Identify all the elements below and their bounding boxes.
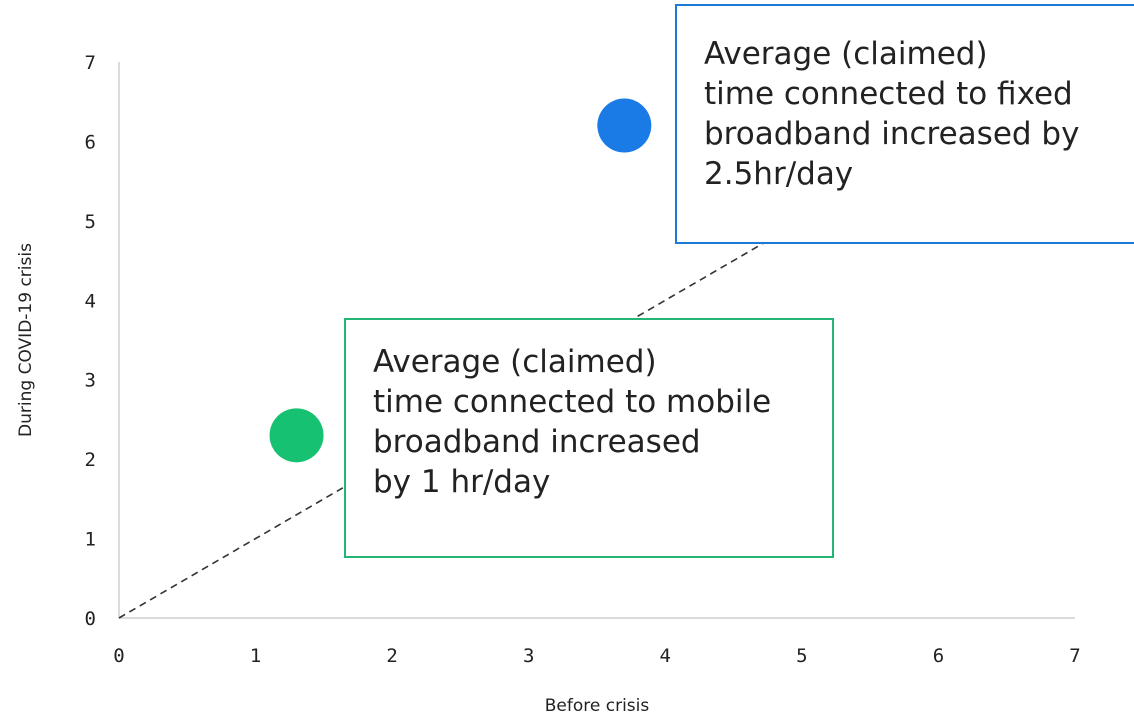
- fixed-broadband-annotation: Average (claimed) time connected to fixe…: [675, 4, 1134, 244]
- y-tick-label: 5: [85, 211, 96, 233]
- x-axis-title: Before crisis: [545, 696, 650, 716]
- y-tick-label: 3: [85, 370, 96, 392]
- y-tick-label: 7: [85, 52, 96, 74]
- mobile-broadband-annotation: Average (claimed) time connected to mobi…: [344, 318, 834, 558]
- annotation-line: time connected to fixed: [704, 76, 1073, 112]
- y-tick-label: 2: [85, 449, 96, 471]
- x-tick-label: 6: [933, 645, 944, 667]
- x-tick-label: 0: [113, 645, 124, 667]
- y-tick-label: 6: [85, 131, 96, 153]
- annotation-line: broadband increased by: [704, 116, 1080, 152]
- data-points: [269, 98, 652, 463]
- annotation-line: 2.5hr/day: [704, 156, 854, 192]
- annotation-line: broadband increased: [373, 424, 701, 460]
- y-tick-label: 0: [85, 608, 96, 630]
- y-axis-ticks: 0 1 2 3 4 5 6 7: [85, 52, 96, 630]
- annotation-line: Average (claimed): [373, 344, 657, 380]
- data-point: [269, 408, 324, 463]
- y-tick-label: 4: [85, 290, 96, 312]
- x-tick-label: 4: [660, 645, 671, 667]
- x-tick-label: 2: [386, 645, 397, 667]
- x-tick-label: 7: [1069, 645, 1080, 667]
- data-point: [597, 98, 652, 153]
- annotation-line: by 1 hr/day: [373, 464, 551, 500]
- y-axis-title: During COVID-19 crisis: [16, 243, 36, 437]
- x-axis-ticks: 0 1 2 3 4 5 6 7: [113, 645, 1080, 667]
- x-tick-label: 1: [250, 645, 261, 667]
- x-tick-label: 3: [523, 645, 534, 667]
- y-tick-label: 1: [85, 529, 96, 551]
- annotation-line: Average (claimed): [704, 36, 988, 72]
- x-tick-label: 5: [796, 645, 807, 667]
- axes: [118, 62, 1075, 619]
- annotation-line: time connected to mobile: [373, 384, 772, 420]
